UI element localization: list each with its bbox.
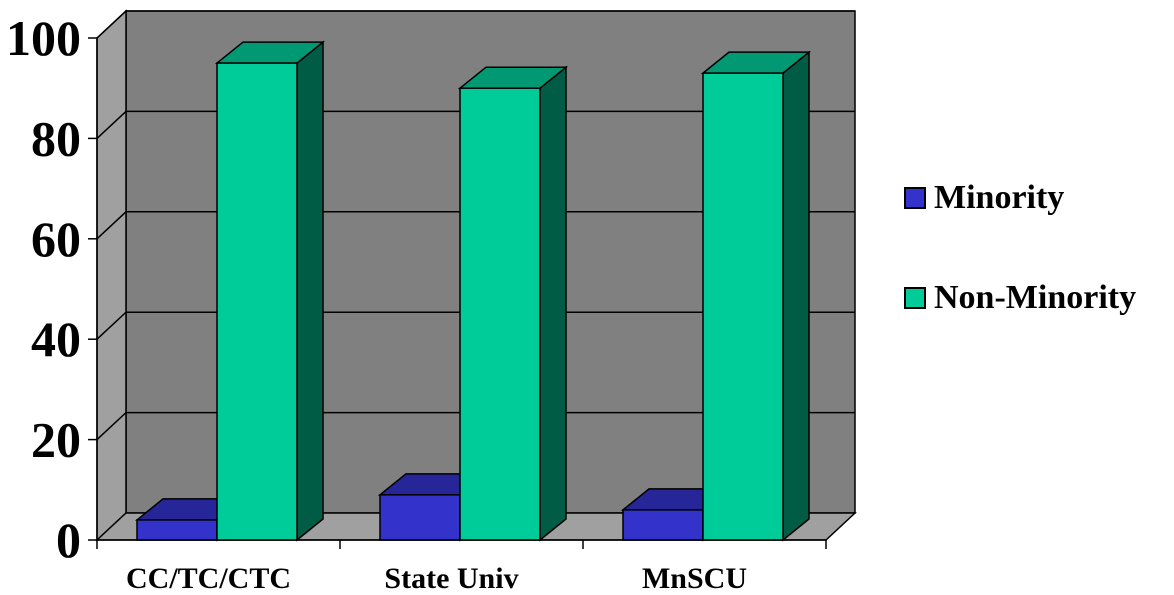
bar-minority: [622, 509, 704, 541]
legend: Minority Non-Minority: [904, 178, 1136, 378]
y-tick-label: 60: [31, 211, 81, 267]
gridline: [96, 10, 855, 39]
bar-side-non-minority: [539, 65, 567, 542]
gridline: [96, 311, 855, 340]
legend-label-minority: Minority: [934, 179, 1065, 216]
legend-swatch-minority: [904, 187, 926, 209]
plot-side-wall: [96, 9, 127, 542]
x-category-label: CC/TC/CTC: [126, 562, 291, 595]
legend-swatch-non-minority: [904, 287, 926, 309]
legend-item-non-minority: Non-Minority: [904, 278, 1136, 318]
y-tick-label: 20: [31, 412, 81, 468]
y-tick-label: 80: [31, 110, 81, 166]
y-tick-label: 40: [31, 311, 81, 367]
bar-side-non-minority: [296, 40, 324, 542]
y-tick-label: 0: [56, 512, 81, 568]
x-category-label: MnSCU: [642, 562, 747, 595]
bar-non-minority: [216, 62, 298, 541]
y-tick-label: 100: [6, 10, 81, 66]
gridline: [96, 411, 855, 441]
bar-minority: [136, 519, 218, 541]
legend-label-non-minority: Non-Minority: [934, 279, 1137, 316]
bar-non-minority: [459, 87, 541, 541]
bar-minority: [379, 494, 461, 541]
bar-non-minority: [702, 72, 784, 541]
legend-item-minority: Minority: [904, 178, 1136, 218]
bar-side-non-minority: [782, 50, 810, 542]
gridline: [96, 211, 855, 240]
x-category-label: State Univ: [384, 562, 518, 595]
gridline: [96, 110, 855, 139]
